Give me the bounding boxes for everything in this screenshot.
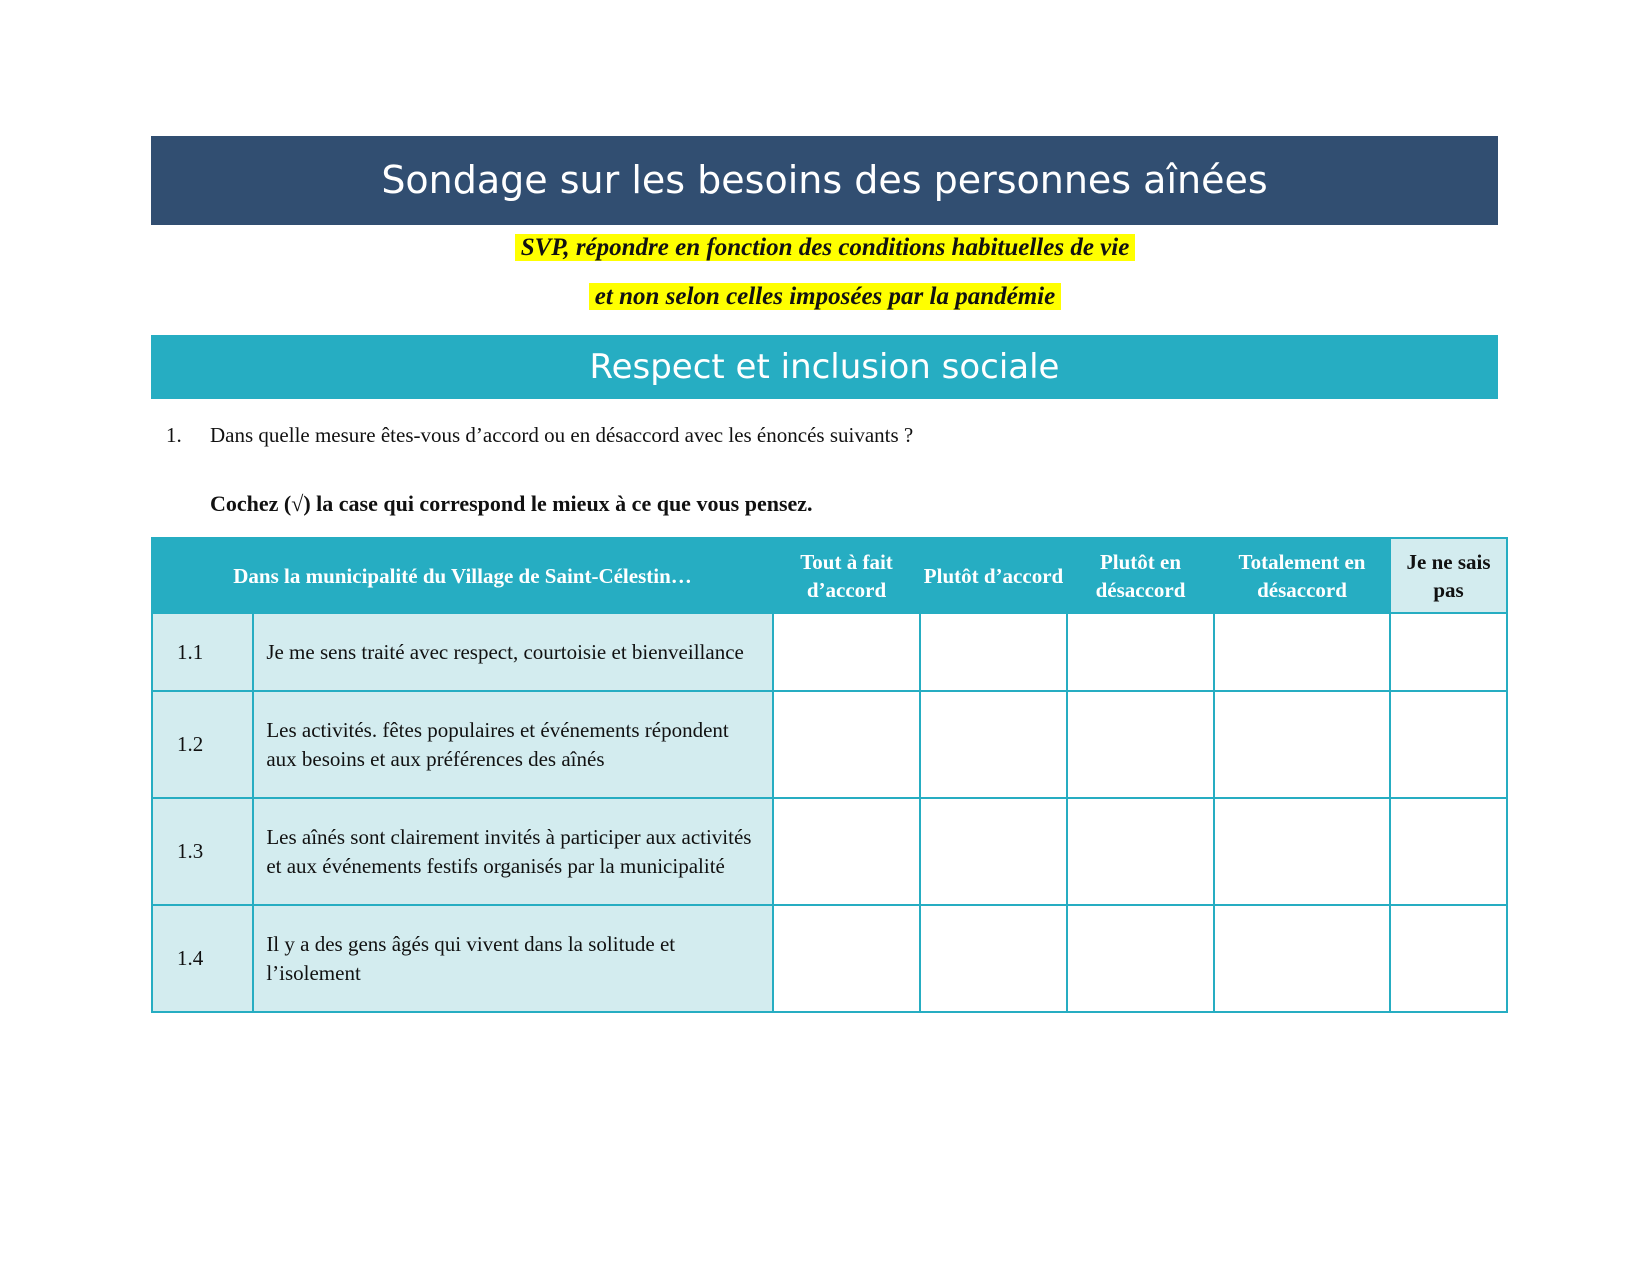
col-header: Totalement en désaccord [1213,537,1391,614]
col-header: Plutôt d’accord [919,537,1068,614]
col-header: Plutôt en désaccord [1066,537,1215,614]
row-number: 1.1 [150,612,255,692]
answer-checkbox[interactable] [1389,612,1508,692]
answer-checkbox[interactable] [1213,904,1391,1013]
row-number: 1.2 [150,690,255,799]
answer-checkbox[interactable] [1066,904,1215,1013]
row-number: 1.4 [150,904,255,1013]
answer-checkbox[interactable] [1389,690,1508,799]
col-header: Je ne sais pas [1389,537,1508,614]
answer-checkbox[interactable] [919,612,1068,692]
notice-text-1: SVP, répondre en fonction des conditions… [514,234,1136,261]
answer-checkbox[interactable] [919,690,1068,799]
row-statement: Il y a des gens âgés qui vivent dans la … [252,904,774,1013]
answer-checkbox[interactable] [1213,690,1391,799]
table-row: 1.2 Les activités. fêtes populaires et év… [150,690,1508,799]
answer-checkbox[interactable] [919,904,1068,1013]
question: 1. Dans quelle mesure êtes-vous d’accord … [166,423,913,448]
notice-line-2: et non selon celles imposées par la pand… [0,283,1650,311]
answer-checkbox[interactable] [772,690,921,799]
notice-line-1: SVP, répondre en fonction des conditions… [0,234,1650,262]
row-statement: Les activités. fêtes populaires et événe… [252,690,774,799]
row-number: 1.3 [150,797,255,906]
answer-checkbox[interactable] [919,797,1068,906]
answer-checkbox[interactable] [1213,612,1391,692]
question-number: 1. [166,423,182,447]
answer-checkbox[interactable] [772,797,921,906]
answer-checkbox[interactable] [1213,797,1391,906]
answer-checkbox[interactable] [1066,690,1215,799]
answer-checkbox[interactable] [1389,797,1508,906]
survey-table: Dans la municipalité du Village de Saint… [150,537,1508,1013]
page-title: Sondage sur les besoins des personnes aî… [151,136,1498,225]
notice-text-2: et non selon celles imposées par la pand… [588,283,1062,310]
answer-checkbox[interactable] [772,904,921,1013]
header-statement: Dans la municipalité du Village de Saint… [151,537,774,614]
question-text: Dans quelle mesure êtes-vous d’accord ou… [210,423,914,447]
answer-checkbox[interactable] [772,612,921,692]
table-row: 1.1 Je me sens traité avec respect, court… [150,612,1508,692]
row-statement: Les aînés sont clairement invités à part… [252,797,774,906]
table-row: 1.3 Les aînés sont clairement invités à p… [150,797,1508,906]
section-title: Respect et inclusion sociale [151,335,1498,399]
table-header-row: Dans la municipalité du Village de Saint… [151,537,1508,614]
answer-checkbox[interactable] [1066,797,1215,906]
answer-checkbox[interactable] [1389,904,1508,1013]
table-row: 1.4 Il y a des gens âgés qui vivent dans … [150,904,1508,1013]
instruction: Cochez (√) la case qui correspond le mie… [210,491,813,516]
row-statement: Je me sens traité avec respect, courtois… [252,612,774,692]
col-header: Tout à fait d’accord [772,537,921,614]
answer-checkbox[interactable] [1066,612,1215,692]
